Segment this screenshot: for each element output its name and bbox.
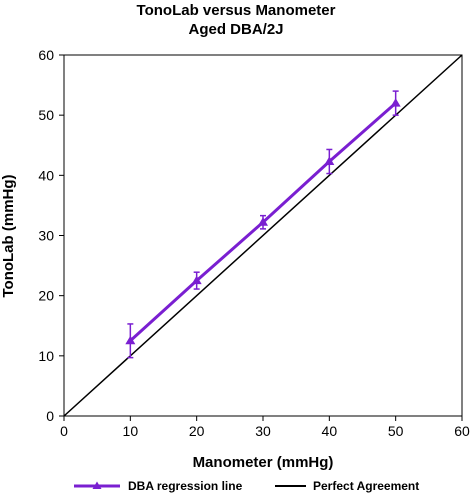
x-tick-label-0: 0: [60, 423, 68, 439]
legend-label-perfect: Perfect Agreement: [313, 479, 419, 493]
series-layer: [63, 54, 463, 417]
y-tick-label-6: 60: [38, 47, 54, 63]
y-tick-label-5: 50: [38, 107, 54, 123]
y-tick-label-0: 0: [46, 408, 54, 424]
x-tick-label-3: 30: [255, 423, 271, 439]
legend-label-dba: DBA regression line: [128, 479, 243, 493]
y-axis-ticks: 0 10 20 30 40 50 60: [38, 47, 64, 424]
data-point-3: [324, 156, 335, 165]
y-tick-label-2: 20: [38, 288, 54, 304]
y-axis-label: TonoLab (mmHg): [0, 174, 17, 297]
legend: DBA regression line Perfect Agreement: [74, 479, 419, 493]
x-tick-label-1: 10: [123, 423, 139, 439]
x-tick-label-6: 60: [454, 423, 470, 439]
data-point-2: [258, 217, 268, 226]
data-point-0: [125, 335, 136, 345]
x-axis-ticks: 0 10 20 30 40 50 60: [60, 416, 470, 439]
legend-marker-dba: [92, 481, 102, 489]
x-tick-label-2: 20: [189, 423, 205, 439]
chart-title-line-1: TonoLab versus Manometer: [137, 2, 336, 19]
data-point-4: [390, 98, 401, 107]
y-tick-label-4: 40: [38, 167, 54, 183]
x-tick-label-4: 40: [322, 423, 338, 439]
y-tick-label-3: 30: [38, 228, 54, 244]
x-axis-label: Manometer (mmHg): [193, 454, 334, 471]
chart-title-line-2: Aged DBA/2J: [188, 21, 283, 38]
data-point-1: [191, 275, 202, 285]
y-tick-label-1: 10: [38, 348, 54, 364]
x-tick-label-5: 50: [388, 423, 404, 439]
